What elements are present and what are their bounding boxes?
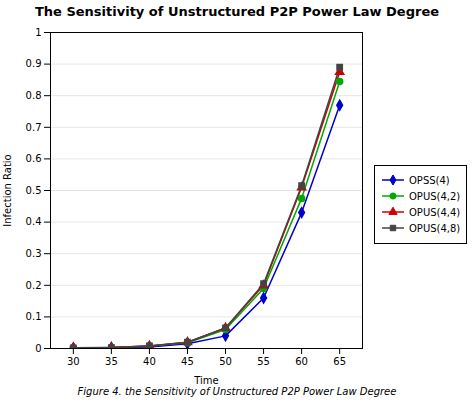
svg-text:0.6: 0.6: [26, 153, 42, 164]
html-text:OPSS(4): OPSS(4): [409, 174, 450, 186]
svg-text:55: 55: [257, 356, 270, 367]
svg-text:65: 65: [333, 356, 346, 367]
svg-text:0.5: 0.5: [26, 185, 42, 196]
svg-text:0.4: 0.4: [26, 216, 42, 227]
svg-text:0: 0: [35, 343, 41, 354]
svg-text:0.7: 0.7: [26, 122, 42, 133]
svg-text:35: 35: [105, 356, 118, 367]
svg-text:0.3: 0.3: [26, 248, 42, 259]
html-text:Figure 4. the Sensitivity of U: Figure 4. the Sensitivity of Unstructure…: [77, 386, 397, 397]
html-text:OPUS(4,2): OPUS(4,2): [409, 190, 461, 202]
html-text:OPUS(4,4): OPUS(4,4): [409, 206, 461, 218]
svg-text:Time: Time: [193, 375, 218, 386]
svg-text:60: 60: [295, 356, 308, 367]
svg-text:1: 1: [35, 27, 41, 38]
svg-text:50: 50: [219, 356, 232, 367]
svg-text:0.1: 0.1: [26, 311, 42, 322]
svg-text:0.8: 0.8: [26, 90, 42, 101]
svg-text:0.9: 0.9: [26, 58, 42, 69]
svg-text:30: 30: [67, 356, 80, 367]
svg-text:Infection Ratio: Infection Ratio: [2, 154, 13, 226]
svg-text:0.2: 0.2: [26, 280, 42, 291]
svg-text:40: 40: [143, 356, 156, 367]
html-text:The Sensitivity of Unstructure: The Sensitivity of Unstructured P2P Powe…: [35, 4, 439, 19]
html-text:OPUS(4,8): OPUS(4,8): [409, 222, 461, 234]
svg-text:45: 45: [181, 356, 194, 367]
